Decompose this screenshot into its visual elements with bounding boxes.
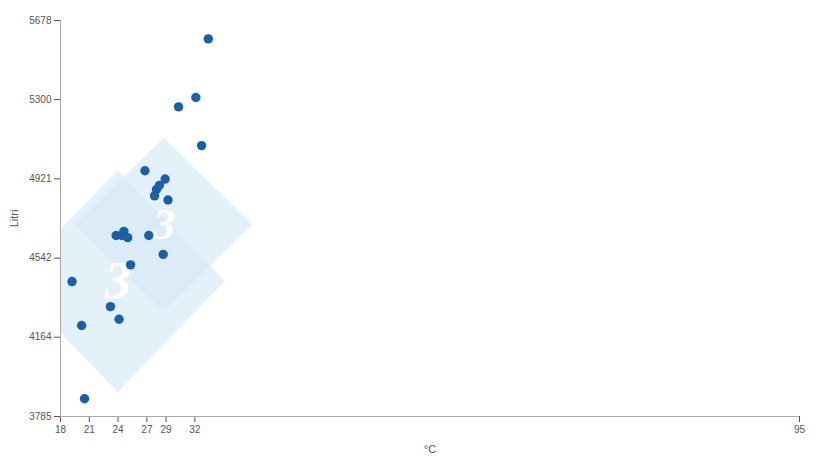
svg-text:Litri: Litri <box>8 210 20 228</box>
svg-text:3: 3 <box>152 200 175 249</box>
svg-text:4164: 4164 <box>29 331 52 342</box>
svg-text:32: 32 <box>189 424 201 435</box>
svg-text:21: 21 <box>84 424 96 435</box>
svg-text:3: 3 <box>104 252 131 309</box>
svg-text:5300: 5300 <box>29 94 52 105</box>
svg-text:4542: 4542 <box>29 252 52 263</box>
svg-text:3785: 3785 <box>29 411 52 422</box>
svg-text:24: 24 <box>113 424 125 435</box>
svg-text:°C: °C <box>424 443 436 455</box>
svg-text:18: 18 <box>55 424 67 435</box>
svg-text:27: 27 <box>141 424 153 435</box>
svg-text:95: 95 <box>794 424 806 435</box>
svg-text:4921: 4921 <box>29 173 52 184</box>
svg-text:5678: 5678 <box>29 15 52 26</box>
svg-text:29: 29 <box>161 424 173 435</box>
